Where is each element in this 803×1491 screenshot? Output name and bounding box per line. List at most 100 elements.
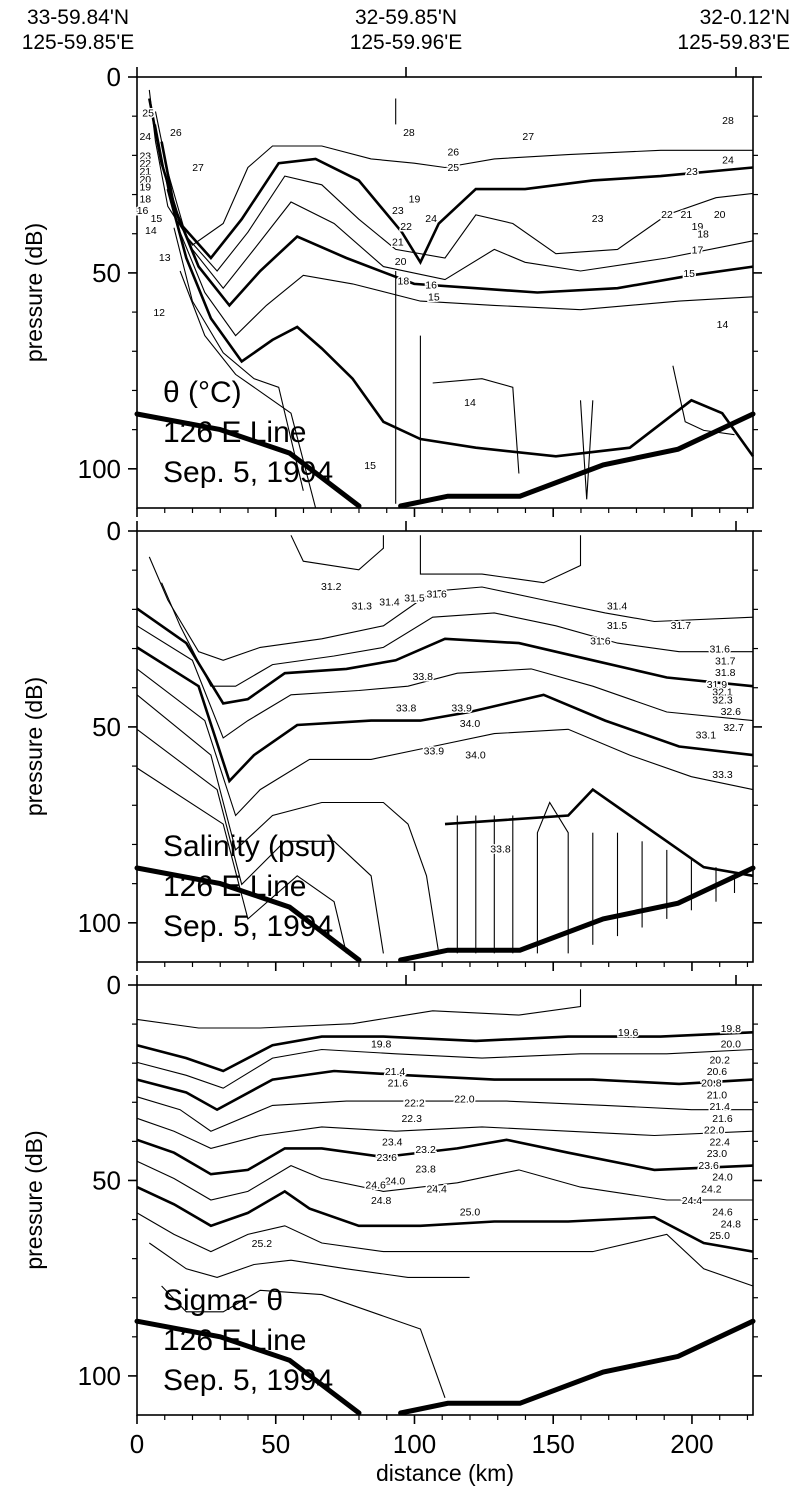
contour-label: 23 xyxy=(686,166,698,178)
isoline xyxy=(136,989,582,1029)
isoline xyxy=(136,1212,754,1287)
isoline xyxy=(173,227,304,491)
station-lon-1: 125-59.96'E xyxy=(350,31,463,54)
panel-sigma-theta: 0 50 100 0 50 100 150 200 pressure (dB) distance … xyxy=(21,970,762,1486)
contour-label: 25 xyxy=(447,162,459,174)
contour-label: 24.0 xyxy=(385,1175,406,1187)
contour-label: 33.1 xyxy=(696,730,717,742)
contour-label: 21.6 xyxy=(712,1113,733,1125)
isoline xyxy=(166,188,755,458)
contour-label: 31.6 xyxy=(590,636,611,648)
contour-label: 33.3 xyxy=(712,769,733,781)
y-tick-label: 0 xyxy=(107,516,121,546)
isoline xyxy=(154,111,754,272)
contour-label: 21 xyxy=(139,166,151,178)
isoline xyxy=(136,1185,754,1253)
y-axis-title: pressure (dB) xyxy=(21,223,47,362)
contour-label: 24.8 xyxy=(721,1218,742,1230)
contour-label: 33.9 xyxy=(424,745,445,757)
contour-label: 21 xyxy=(681,209,693,221)
contour-label: 19.8 xyxy=(371,1039,392,1051)
contour-label: 31.2 xyxy=(321,581,342,593)
y-axis-title: pressure (dB) xyxy=(21,677,47,816)
contour-label: 16 xyxy=(137,205,149,217)
x-axis-title: distance (km) xyxy=(376,1460,514,1486)
contour-label: 22.0 xyxy=(454,1093,475,1105)
contour-label: 13 xyxy=(159,252,171,264)
contour-label: 24.8 xyxy=(371,1195,392,1207)
contour-label: 31.9 xyxy=(707,679,728,691)
station-lat-1: 32-59.85'N xyxy=(355,6,457,29)
contour-label: 31.5 xyxy=(607,620,628,632)
contour-label: 33.9 xyxy=(451,702,472,714)
y-tick-label: 50 xyxy=(92,1165,121,1195)
y-tick-label: 100 xyxy=(78,454,121,484)
x-tick-label: 50 xyxy=(261,1429,290,1459)
contour-label: 23.2 xyxy=(415,1144,436,1156)
contour-label: 17 xyxy=(692,244,704,256)
contour-lines xyxy=(148,89,755,509)
sea-bottom-right xyxy=(398,1318,756,1416)
contour-label: 18 xyxy=(139,193,151,205)
contour-label: 15 xyxy=(364,460,376,472)
panel-label-line-1: 126 E Line xyxy=(163,416,306,449)
contour-label: 22.3 xyxy=(401,1113,422,1125)
contour-label: 33.8 xyxy=(490,843,511,855)
contour-label: 34.0 xyxy=(460,718,481,730)
contour-label: 23.4 xyxy=(382,1136,403,1148)
contour-label: 31.3 xyxy=(352,600,373,612)
contour-label: 31.7 xyxy=(671,620,692,632)
contour-label: 28 xyxy=(403,127,415,139)
isoline xyxy=(148,98,754,266)
y-tick-label: 50 xyxy=(92,258,121,288)
contour-labels: 19.6 19.820.020.220.620.821.021.421.622.0… xyxy=(250,1022,743,1252)
panel-label-line-2: Sep. 5, 1994 xyxy=(163,910,333,943)
contour-label: 15 xyxy=(428,291,440,303)
panel-label-line-0: Sigma- θ xyxy=(163,1284,283,1317)
contour-label: 21.6 xyxy=(388,1078,409,1090)
contour-label: 23 xyxy=(392,205,404,217)
isoline xyxy=(160,141,754,308)
contour-label: 19.6 xyxy=(618,1027,639,1039)
panel-label-line-0: Salinity (psu) xyxy=(163,830,336,863)
isoline xyxy=(179,270,317,509)
contour-label: 20.6 xyxy=(707,1066,728,1078)
sea-bottom-left xyxy=(134,865,362,963)
isoline xyxy=(136,1160,753,1201)
isoline xyxy=(136,1048,754,1089)
contour-label: 22 xyxy=(400,221,412,233)
isoline xyxy=(432,378,520,474)
isoline xyxy=(161,1285,446,1398)
plot-frame xyxy=(136,530,754,963)
contour-label: 14 xyxy=(464,397,476,409)
panel-label-line-2: Sep. 5, 1994 xyxy=(163,1364,333,1397)
contour-label: 22.2 xyxy=(404,1097,425,1109)
contour-label: 25 xyxy=(142,107,154,119)
contour-label: 18 xyxy=(398,276,410,288)
y-axis-title: pressure (dB) xyxy=(21,1130,47,1269)
y-tick-label: 100 xyxy=(78,1361,121,1391)
contour-label: 20 xyxy=(395,256,407,268)
contour-label: 20.2 xyxy=(709,1054,730,1066)
x-tick-label: 0 xyxy=(130,1429,144,1459)
isoline xyxy=(136,1069,754,1112)
contour-label: 24 xyxy=(722,154,734,166)
contour-label: 31.5 xyxy=(404,593,425,605)
contour-label: 31.6 xyxy=(709,644,730,656)
contour-label: 31.4 xyxy=(379,597,400,609)
x-tick-label: 150 xyxy=(532,1429,575,1459)
x-tick-label: 200 xyxy=(670,1429,713,1459)
contour-label: 21.4 xyxy=(385,1066,406,1078)
contour-label: 24.6 xyxy=(712,1207,733,1219)
contour-label: 31.4 xyxy=(607,600,628,612)
contour-label: 20 xyxy=(139,174,151,186)
contour-label: 25.0 xyxy=(709,1230,730,1242)
isoline xyxy=(154,124,754,290)
contour-label: 16 xyxy=(425,280,437,292)
contour-label: 25.0 xyxy=(460,1207,481,1219)
contour-label: 24 xyxy=(139,131,151,143)
contour-lines xyxy=(136,989,754,1398)
contour-label: 32.7 xyxy=(723,722,744,734)
